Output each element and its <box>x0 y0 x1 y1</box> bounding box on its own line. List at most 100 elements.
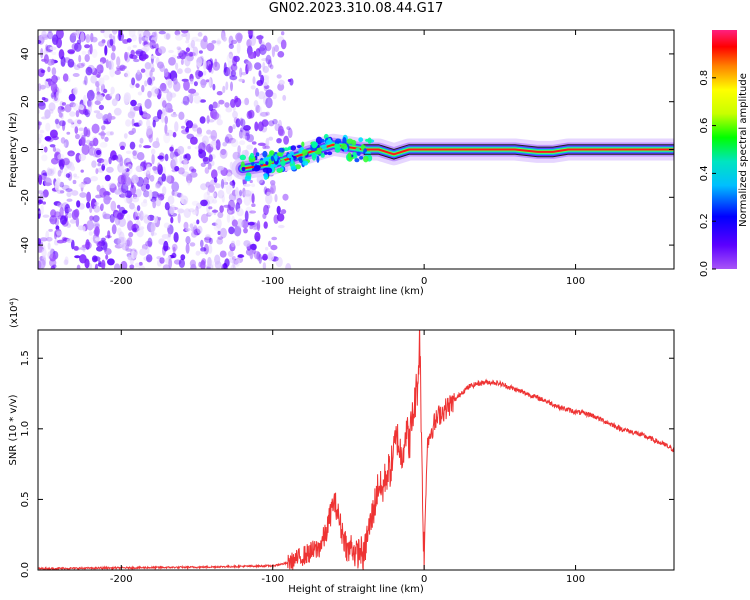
heatmap-cell <box>75 217 80 228</box>
heatmap-cell <box>40 204 44 215</box>
heatmap-cell <box>67 212 72 219</box>
heatmap-cell <box>183 208 191 219</box>
heatmap-cell <box>270 244 278 251</box>
heatmap-cell <box>268 240 272 247</box>
heatmap-cell <box>79 137 86 146</box>
heatmap-cell <box>217 165 225 171</box>
heatmap-cell <box>171 181 180 192</box>
heatmap-cell <box>143 190 150 198</box>
heatmap-cell <box>57 170 62 177</box>
heatmap-cell <box>246 110 253 120</box>
heatmap-cell <box>153 215 158 224</box>
heatmap-cell <box>260 111 268 117</box>
heatmap-cell <box>249 249 254 260</box>
heatmap-cell <box>159 82 167 92</box>
heatmap-cell <box>183 80 190 91</box>
heatmap-cell <box>50 265 56 269</box>
heatmap-cell <box>204 237 212 241</box>
heatmap-cell <box>54 228 62 238</box>
heatmap-cell <box>190 39 196 49</box>
heatmap-cell <box>269 187 274 195</box>
heatmap-cell <box>168 57 176 66</box>
heatmap-cell <box>257 142 266 146</box>
heatmap-cell <box>164 124 168 135</box>
heatmap-cell <box>210 129 218 141</box>
heatmap-cell <box>157 155 164 160</box>
heatmap-cell <box>77 225 85 231</box>
heatmap-cell <box>43 54 49 64</box>
heatmap-cell <box>255 87 259 97</box>
heatmap-cell <box>253 250 261 260</box>
heatmap-cell <box>104 136 109 142</box>
heatmap-cell <box>41 97 46 101</box>
heatmap-cell <box>178 167 185 175</box>
heatmap-cell <box>206 79 210 83</box>
heatmap-cell <box>104 174 111 182</box>
heatmap-cell <box>55 118 61 129</box>
heatmap-cell <box>117 204 121 209</box>
heatmap-cell <box>287 127 293 139</box>
heatmap-cell <box>131 250 137 260</box>
heatmap-cell <box>208 77 212 88</box>
snr-series-line <box>38 330 674 570</box>
heatmap-cell <box>169 146 174 152</box>
heatmap-cell <box>279 79 283 85</box>
ridge-speckle <box>359 156 364 160</box>
heatmap-cell <box>280 39 287 50</box>
heatmap-cell <box>120 174 127 185</box>
heatmap-cell <box>216 238 223 245</box>
heatmap-cell <box>257 91 266 100</box>
heatmap-cell <box>88 231 93 236</box>
heatmap-cell <box>167 195 175 205</box>
heatmap-cell <box>66 198 73 202</box>
heatmap-cell <box>282 94 287 101</box>
heatmap-cell <box>123 133 128 139</box>
heatmap-cell <box>61 184 70 190</box>
heatmap-cell <box>60 137 66 144</box>
heatmap-cell <box>105 131 113 136</box>
heatmap-cell <box>193 81 198 87</box>
heatmap-cell <box>169 151 175 160</box>
heatmap-cell <box>55 91 60 99</box>
heatmap-cell <box>152 166 158 171</box>
heatmap-cell <box>64 206 69 216</box>
heatmap-cell <box>48 228 53 232</box>
heatmap-cell <box>165 33 170 40</box>
heatmap-cell <box>147 77 153 86</box>
heatmap-cell <box>211 209 219 213</box>
heatmap-cell <box>218 99 225 105</box>
ridge-speckle <box>290 165 297 171</box>
heatmap-cell <box>256 251 261 261</box>
heatmap-cell <box>120 145 125 150</box>
heatmap-cell <box>90 75 97 84</box>
heatmap-cell <box>40 69 46 74</box>
heatmap-cell <box>228 199 235 211</box>
ridge-speckle <box>283 147 290 151</box>
heatmap-cell <box>65 188 73 193</box>
heatmap-cell <box>105 59 109 69</box>
heatmap-cell <box>227 250 234 257</box>
colorbar: 0.0 0.2 0.4 0.6 0.8 Normalized spectral ampl… <box>699 30 749 277</box>
heatmap-cell <box>102 74 110 81</box>
colorbar-ticks: 0.0 0.2 0.4 0.6 0.8 <box>699 70 716 277</box>
heatmap-cell <box>198 142 206 153</box>
colorbar-tick-label: 0.0 <box>699 261 710 277</box>
heatmap-cell <box>56 37 62 49</box>
heatmap-cell <box>96 184 101 192</box>
page-title: GN02.2023.310.08.44.G17 <box>268 1 444 16</box>
heatmap-cell <box>233 225 242 237</box>
heatmap-cell <box>283 135 289 145</box>
heatmap-cell <box>185 120 194 129</box>
heatmap-cell <box>164 115 168 125</box>
heatmap-cell <box>168 258 173 269</box>
heatmap-cell <box>114 70 121 75</box>
heatmap-cell <box>271 236 278 241</box>
heatmap-cell <box>246 144 254 150</box>
heatmap-cell <box>76 200 81 208</box>
heatmap-cell <box>58 88 62 94</box>
heatmap-cell <box>176 46 181 50</box>
heatmap-cell <box>152 116 160 123</box>
heatmap-cell <box>286 126 291 130</box>
heatmap-cell <box>103 120 107 125</box>
heatmap-cell <box>247 30 253 36</box>
